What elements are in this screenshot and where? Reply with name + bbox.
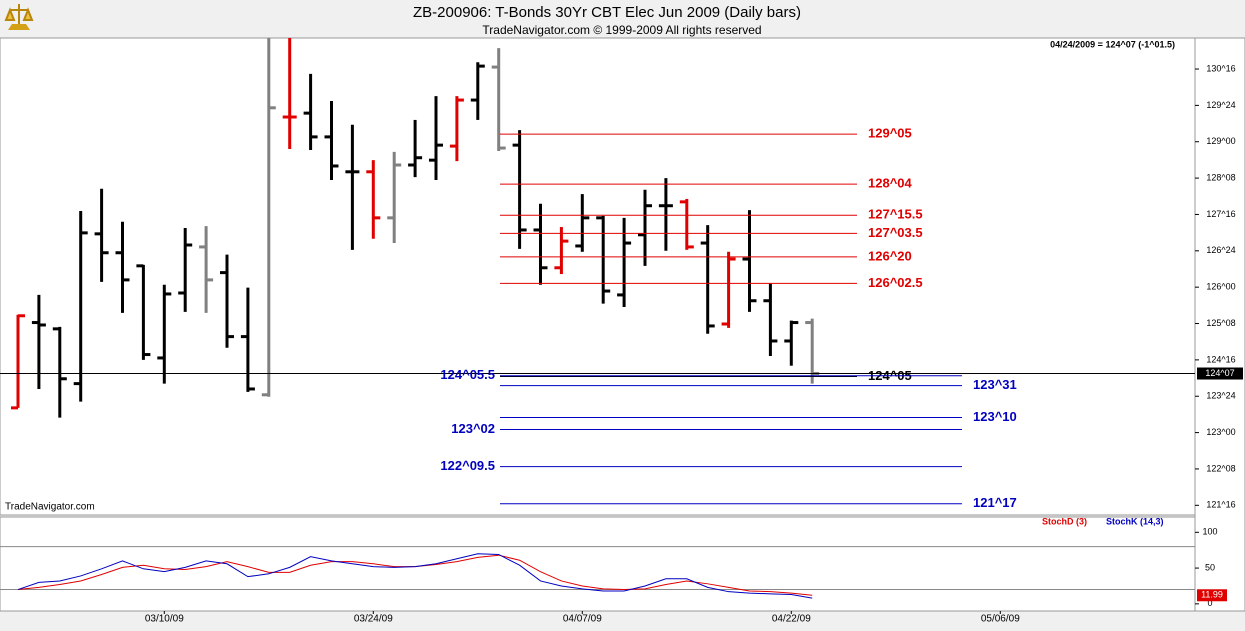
x-tick-label: 04/07/09 <box>563 614 602 625</box>
level-label: 122^09.5 <box>440 458 495 473</box>
y-tick-label: 125^08 <box>1206 318 1235 328</box>
level-label: 123^31 <box>973 377 1017 392</box>
legend-entry: StochK (14,3) <box>1106 516 1164 526</box>
x-tick-label: 04/22/09 <box>772 614 811 625</box>
stoch-plot <box>0 516 1196 612</box>
last-price-box <box>1197 367 1243 380</box>
level-label: 123^02 <box>451 421 495 436</box>
bars <box>11 38 820 418</box>
level-label: 126^20 <box>868 248 912 263</box>
y-tick-label: 123^24 <box>1206 391 1235 401</box>
stoch-line <box>17 553 813 599</box>
price-axis <box>1194 37 1245 612</box>
x-tick-label: 03/10/09 <box>145 614 184 625</box>
watermark: TradeNavigator.com <box>5 502 95 513</box>
level-label: 124^05.5 <box>440 367 495 382</box>
y-tick-label: 129^00 <box>1206 136 1235 146</box>
logo <box>4 4 34 30</box>
y-tick-label: 126^24 <box>1206 245 1235 255</box>
x-tick-label: 05/06/09 <box>981 614 1020 625</box>
level-label: 127^15.5 <box>868 207 923 222</box>
level-label: 121^17 <box>973 495 1017 510</box>
y-tick-label: 129^24 <box>1206 100 1235 110</box>
y-tick-label: 126^00 <box>1206 282 1235 292</box>
legend-entry: StochD (3) <box>1042 516 1087 526</box>
price-info: 04/24/2009 = 124^07 (-1^01.5) <box>1050 39 1175 49</box>
x-tick-label: 03/24/09 <box>354 614 393 625</box>
y-tick-label: 127^16 <box>1206 209 1235 219</box>
y-tick-label: 124^16 <box>1206 354 1235 364</box>
level-label: 127^03.5 <box>868 225 923 240</box>
level-label: 128^04 <box>868 176 913 191</box>
y-tick-label: 128^08 <box>1206 172 1235 182</box>
level-label: 123^10 <box>973 409 1017 424</box>
y-tick-label: 100 <box>1202 527 1217 537</box>
chart-subtitle: TradeNavigator.com © 1999-2009 All right… <box>482 23 761 37</box>
level-label: 126^02.5 <box>868 275 923 290</box>
y-tick-label: 121^16 <box>1206 500 1235 510</box>
y-tick-label: 122^08 <box>1206 463 1235 473</box>
last-value-label: 11.99 <box>1201 590 1223 600</box>
chart-title: ZB-200906: T-Bonds 30Yr CBT Elec Jun 200… <box>413 4 801 21</box>
last-value-box <box>1197 589 1227 602</box>
y-tick-label: 0 <box>1207 598 1212 608</box>
level-label: 129^05 <box>868 126 912 141</box>
y-tick-label: 123^00 <box>1206 427 1235 437</box>
last-price-label: 124^07 <box>1205 368 1234 378</box>
main-plot <box>0 37 1196 516</box>
y-tick-label: 50 <box>1205 562 1215 572</box>
y-tick-label: 130^16 <box>1206 63 1235 73</box>
